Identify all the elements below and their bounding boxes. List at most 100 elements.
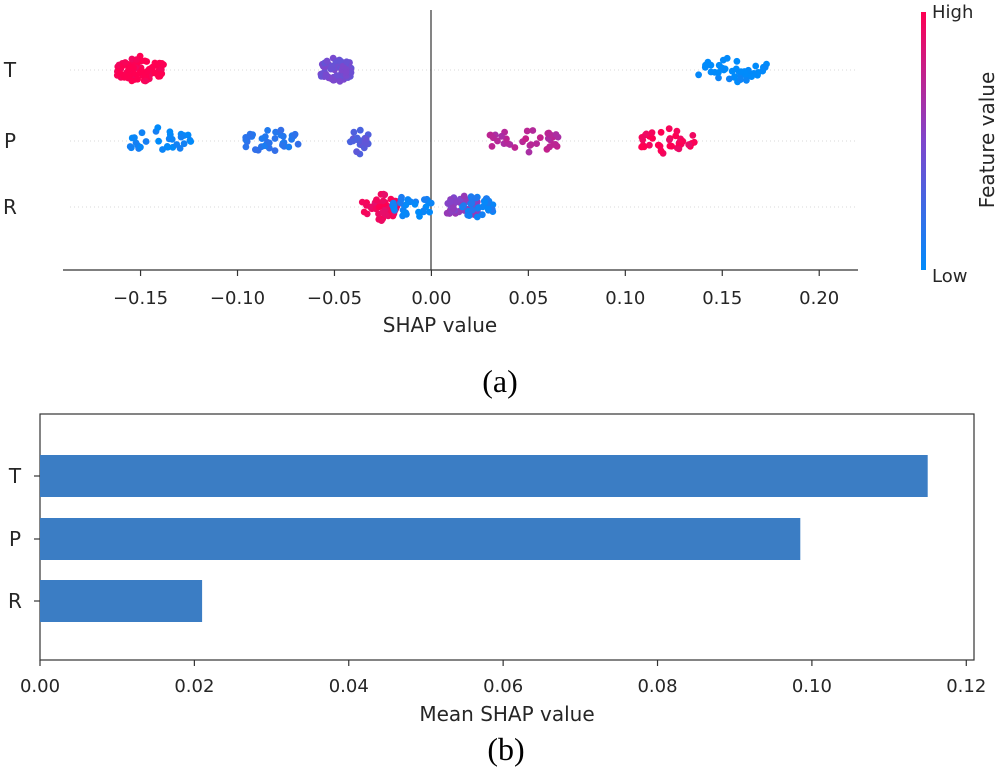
shap-point <box>737 76 744 83</box>
shap-point <box>666 136 673 144</box>
shap-point <box>168 135 176 143</box>
shap-point <box>271 135 279 142</box>
shap-point <box>715 69 722 76</box>
shap-point <box>149 63 156 71</box>
shap-point <box>373 196 380 204</box>
shap-point <box>522 135 530 143</box>
shap-point <box>702 61 709 69</box>
colorbar-high-label: High <box>932 2 973 23</box>
shap-point <box>121 59 129 66</box>
shap-cluster-R <box>459 193 497 221</box>
shap-cluster-P <box>346 126 372 158</box>
shap-cluster-P <box>638 125 698 157</box>
x-tick-label: 0.10 <box>792 676 832 697</box>
shap-point <box>155 137 163 145</box>
x-axis-label: Mean SHAP value <box>419 702 594 726</box>
x-tick-label: 0.12 <box>946 676 986 697</box>
shap-point <box>523 127 531 135</box>
shap-point <box>389 199 397 207</box>
shap-point <box>715 74 722 82</box>
shap-point <box>252 146 259 154</box>
shap-point <box>264 126 271 134</box>
shap-point <box>642 130 650 138</box>
shap-point <box>353 134 361 142</box>
shap-point <box>177 133 185 141</box>
shap-point <box>420 208 427 216</box>
feature-label-p: P <box>4 129 16 153</box>
shap-point <box>246 131 254 139</box>
x-tick-label: −0.05 <box>307 288 362 309</box>
category-label-t: T <box>8 464 22 488</box>
shap-point <box>173 141 181 148</box>
shap-point <box>654 141 662 149</box>
panel-a-label: (a) <box>482 363 518 399</box>
category-label-p: P <box>9 527 21 551</box>
shap-cluster-P <box>126 124 195 153</box>
shap-point <box>121 74 128 81</box>
shap-point <box>142 77 149 85</box>
shap-point <box>156 70 164 78</box>
shap-point <box>337 57 345 65</box>
shap-point <box>421 196 428 204</box>
shap-point <box>552 131 560 138</box>
shap-point <box>426 208 433 216</box>
shap-point <box>748 73 755 80</box>
shap-point <box>468 199 476 207</box>
shap-point <box>342 68 350 76</box>
shap-point <box>132 139 140 147</box>
shap-point <box>452 198 460 206</box>
shap-point <box>668 142 675 150</box>
panel-a-beeswarm: −0.15 −0.10 −0.05 0.00 0.05 0.10 0.15 0.20 TPR … <box>3 2 999 399</box>
shap-cluster-P <box>242 126 302 155</box>
panel-b-label: (b) <box>487 731 524 767</box>
shap-point <box>128 77 136 85</box>
shap-point <box>353 148 360 156</box>
shap-point <box>285 143 293 151</box>
shap-point <box>723 54 731 62</box>
shap-point <box>343 58 350 66</box>
shap-point <box>695 71 702 79</box>
panel-b-bar-chart: 0.00 0.02 0.04 0.06 0.08 0.10 0.12 T P R Mean SH… <box>8 413 986 767</box>
shap-point <box>685 141 693 149</box>
shap-point <box>375 203 383 211</box>
shap-point <box>481 198 489 206</box>
shap-point <box>130 64 137 72</box>
shap-point <box>131 134 138 142</box>
shap-point <box>277 126 285 134</box>
shap-point <box>294 140 302 148</box>
colorbar-low-label: Low <box>932 266 967 287</box>
shap-point <box>163 143 171 150</box>
shap-point <box>415 208 422 216</box>
shap-point <box>138 129 146 137</box>
shap-point <box>141 57 149 65</box>
shap-point <box>379 209 386 216</box>
shap-point <box>279 141 286 149</box>
shap-point <box>639 136 647 144</box>
shap-point <box>336 78 344 85</box>
shap-point <box>465 212 473 220</box>
shap-point <box>137 143 144 151</box>
shap-point <box>725 75 733 83</box>
shap-point <box>529 127 537 134</box>
shap-point <box>358 198 366 206</box>
shap-point <box>759 67 766 75</box>
shap-point <box>291 130 299 138</box>
shap-point <box>362 135 370 143</box>
bar-p <box>40 518 801 560</box>
shap-point <box>689 132 697 139</box>
shap-point <box>472 194 480 202</box>
shap-point <box>159 146 166 153</box>
shap-point <box>333 72 341 79</box>
shap-point <box>397 199 404 207</box>
shap-point <box>390 204 398 212</box>
shap-point <box>356 126 364 134</box>
shap-point <box>475 204 483 211</box>
shap-point <box>144 67 151 75</box>
shap-point <box>533 140 540 148</box>
shap-point <box>547 131 554 139</box>
feature-label-r: R <box>3 195 17 219</box>
shap-point <box>322 72 330 80</box>
x-tick-label: 0.10 <box>605 288 645 309</box>
shap-point <box>381 191 389 199</box>
